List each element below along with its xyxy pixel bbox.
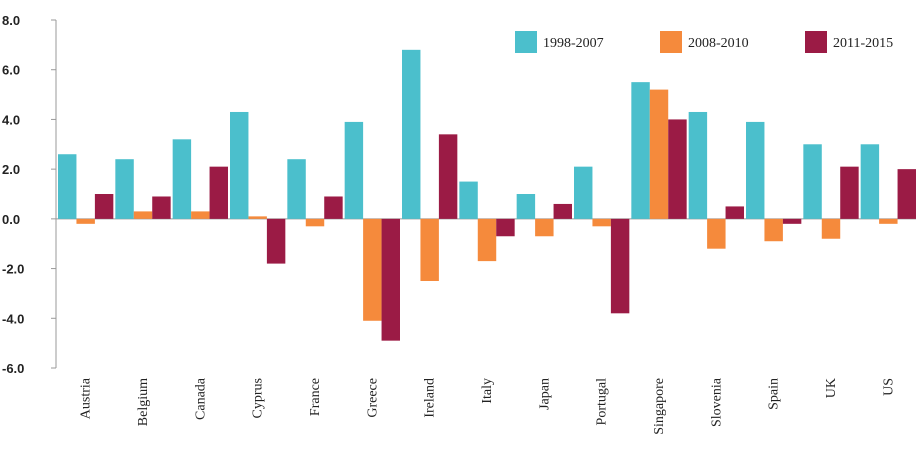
bar [879, 218, 898, 224]
y-tick-label: 0.0 [2, 212, 20, 227]
bar [230, 111, 249, 219]
bar [897, 169, 916, 219]
bar [707, 218, 726, 249]
bar [631, 82, 650, 219]
x-tick-label: US [881, 378, 896, 396]
y-tick-label: 8.0 [2, 13, 20, 28]
bar [438, 134, 458, 219]
y-tick-label: 2.0 [2, 162, 20, 177]
y-tick-label: -4.0 [2, 311, 24, 326]
bar [746, 121, 765, 219]
bar [402, 49, 421, 219]
bar [610, 218, 630, 314]
bar [76, 218, 95, 224]
legend-label: 2008-2010 [688, 36, 749, 51]
bar [363, 218, 382, 321]
bar [344, 121, 364, 219]
bar [821, 218, 841, 239]
bar [688, 111, 708, 219]
bar [535, 218, 554, 237]
x-tick-label: Cyprus [251, 378, 266, 418]
bar [668, 119, 687, 219]
bar [305, 218, 325, 227]
x-tick-label: Spain [767, 378, 782, 410]
legend-swatch [805, 31, 827, 53]
bar [266, 218, 286, 264]
bar [782, 218, 802, 224]
x-tick-label: Japan [537, 378, 552, 410]
x-tick-label: Singapore [652, 378, 667, 435]
y-tick-label: 4.0 [2, 112, 20, 127]
x-tick-label: Italy [480, 378, 495, 404]
bar [381, 218, 400, 341]
bar [803, 144, 822, 219]
bar [58, 154, 77, 219]
legend-swatch [515, 31, 537, 53]
bar [764, 218, 783, 242]
bar [248, 216, 267, 219]
y-tick-label: 6.0 [2, 63, 20, 78]
x-tick-label: Austria [79, 377, 94, 419]
y-tick-label: -2.0 [2, 262, 24, 277]
bar [725, 206, 744, 219]
y-tick-label: -6.0 [2, 361, 24, 376]
x-tick-label: Greece [365, 378, 380, 418]
x-tick-label: Portugal [595, 378, 610, 426]
legend-label: 2011-2015 [833, 36, 893, 51]
bar [496, 218, 515, 237]
bar [209, 166, 228, 219]
x-tick-label: Slovenia [709, 377, 724, 427]
bar [840, 166, 859, 219]
bar [574, 166, 593, 219]
bar [649, 89, 669, 219]
bar [324, 196, 343, 219]
bar [133, 211, 153, 219]
bar [94, 194, 114, 219]
bar [516, 194, 536, 219]
bar [459, 181, 478, 219]
legend-label: 1998-2007 [543, 36, 604, 51]
legend-swatch [660, 31, 682, 53]
bar [115, 159, 134, 219]
bar [287, 159, 306, 219]
x-tick-label: UK [824, 378, 839, 398]
bar [172, 139, 192, 219]
x-tick-label: Canada [193, 377, 208, 420]
bar [553, 203, 572, 219]
bar [477, 218, 497, 262]
bar [152, 196, 171, 219]
bar [860, 144, 880, 219]
x-tick-label: Ireland [423, 378, 438, 418]
bar [592, 218, 611, 227]
x-tick-label: Belgium [136, 378, 151, 426]
bar [420, 218, 439, 281]
x-tick-label: France [308, 378, 323, 416]
bar [191, 211, 210, 219]
